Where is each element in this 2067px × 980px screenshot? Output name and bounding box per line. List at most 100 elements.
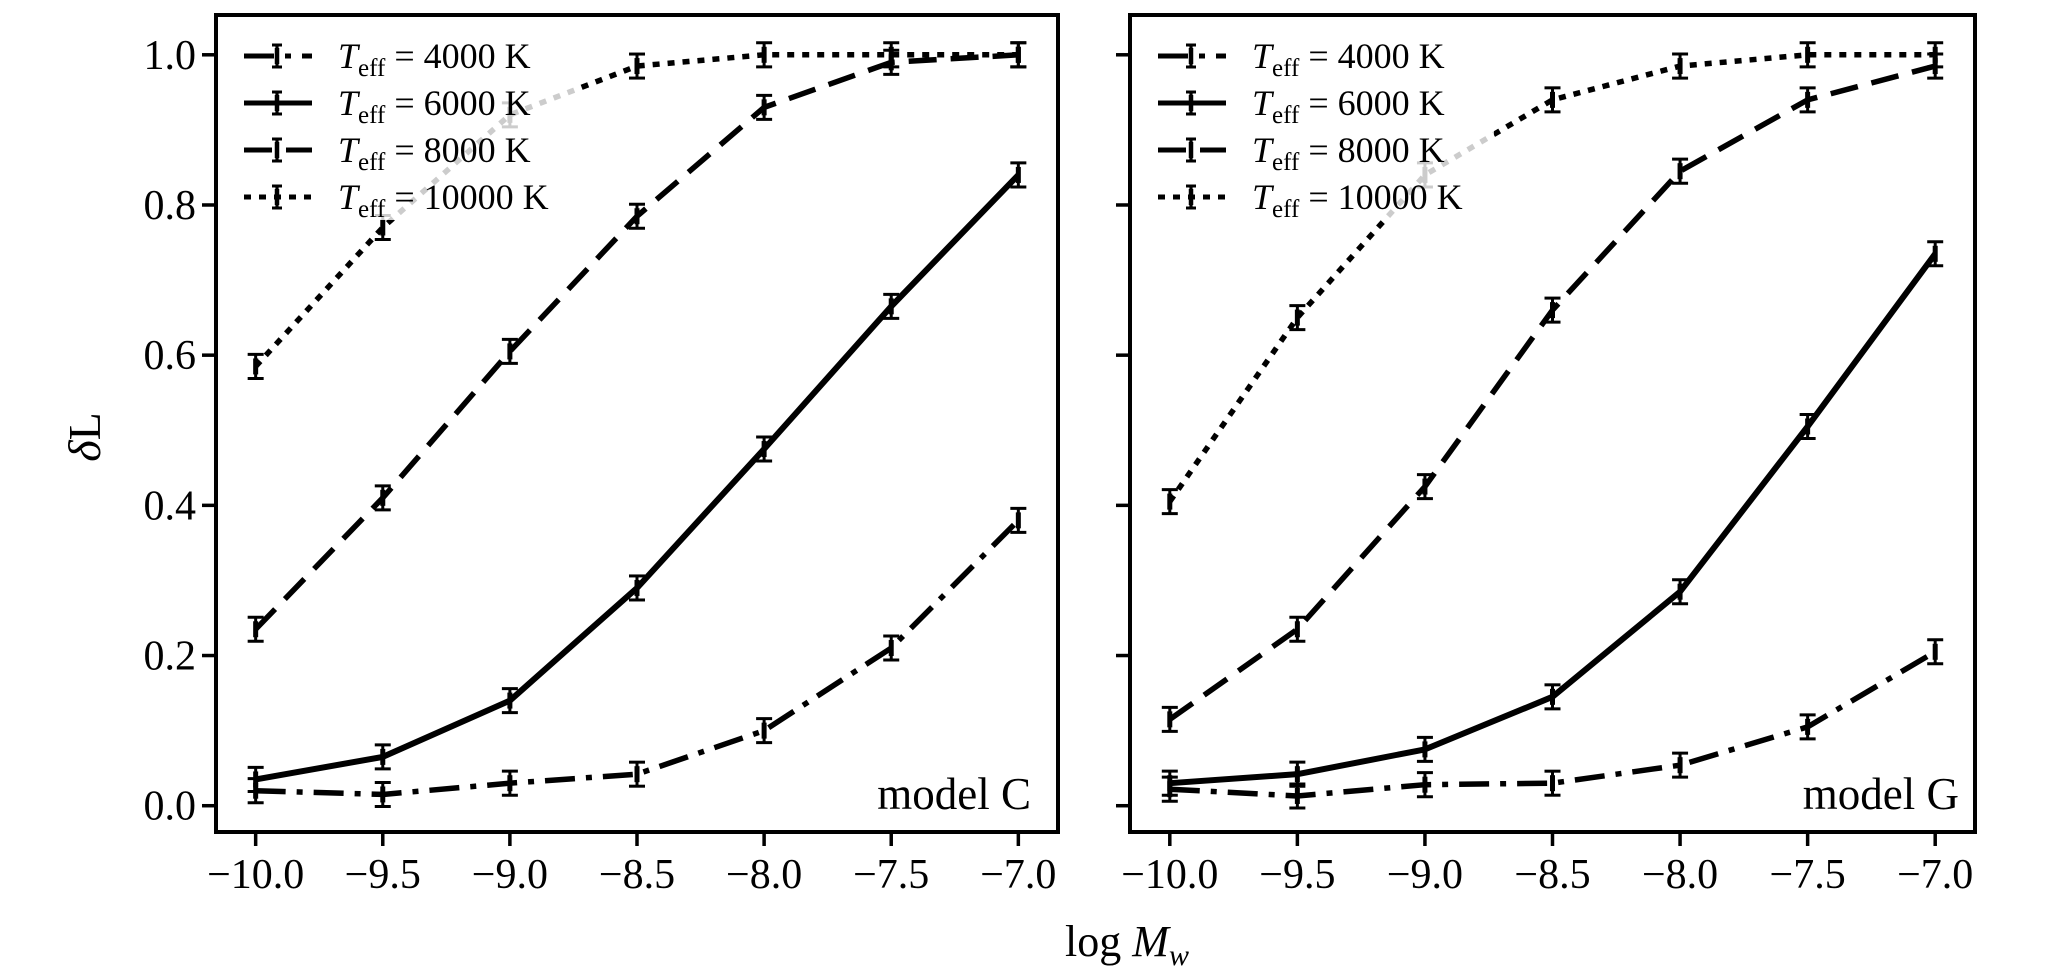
legend-label: Teff = 6000 K <box>338 83 531 129</box>
x-tick-label: −7.5 <box>853 852 929 898</box>
x-tick-label: −8.5 <box>599 852 675 898</box>
series-teff-6000-k-point-marker <box>883 292 900 320</box>
series-teff-6000-k-point-marker <box>1544 683 1561 711</box>
series-teff-4000-k-point-marker <box>501 769 518 797</box>
legend-entry-teff-8000-k: Teff = 8000 K <box>1158 130 1445 176</box>
series-teff-10000-k-point-marker <box>629 52 645 80</box>
series-teff-6000-k-point-marker <box>501 687 518 715</box>
x-tick-label: −9.5 <box>1259 852 1335 898</box>
series-teff-4000-k-point-marker <box>1010 506 1027 534</box>
series-teff-6000-k <box>247 161 1027 793</box>
series-teff-6000-k-point-marker <box>1289 760 1306 788</box>
legend-label: Teff = 10000 K <box>1252 177 1463 223</box>
legend-entry-teff-4000-k: Teff = 4000 K <box>244 36 531 82</box>
series-teff-4000-k-point-marker <box>629 760 645 788</box>
series-teff-10000-k-point-marker <box>1010 41 1027 69</box>
series-teff-8000-k-point-marker <box>756 93 773 121</box>
x-tick-label: −8.0 <box>726 852 802 898</box>
x-tick-label: −10.0 <box>1121 852 1218 898</box>
series-teff-6000-k-point-marker <box>1927 240 1944 268</box>
series-teff-6000-k-point-marker <box>1161 769 1178 797</box>
series-teff-4000-k-point-marker <box>1927 638 1944 666</box>
series-teff-8000-k-point-marker <box>1161 705 1178 733</box>
series-teff-6000-k-point-marker <box>1416 735 1433 763</box>
series-teff-6000-k-point-marker <box>1672 578 1689 606</box>
series-teff-6000-k-line <box>255 172 1021 783</box>
x-tick-label: −8.0 <box>1642 852 1718 898</box>
series-teff-10000-k-point-marker <box>883 41 900 69</box>
series-teff-4000-k-point-marker <box>374 780 391 808</box>
legend-entry-teff-8000-k: Teff = 8000 K <box>244 130 531 176</box>
series-teff-10000-k-point-marker <box>1799 41 1816 69</box>
y-tick-label: 0.2 <box>144 634 197 680</box>
series-teff-4000-k <box>247 506 1027 808</box>
legend-label: Teff = 4000 K <box>1252 36 1445 82</box>
x-tick-label: −9.0 <box>472 852 548 898</box>
series-teff-4000-k-point-marker <box>883 634 900 662</box>
series-teff-8000-k-point-marker <box>247 615 264 643</box>
series-teff-10000-k-point-marker <box>1672 52 1689 80</box>
x-tick-label: −8.5 <box>1514 852 1590 898</box>
y-tick-label: 0.6 <box>144 333 197 379</box>
x-tick-label: −10.0 <box>207 852 304 898</box>
x-axis-label: log Mw <box>1065 917 1189 972</box>
series-teff-8000-k-point-marker <box>374 484 391 512</box>
series-teff-4000-k-point-marker <box>1672 751 1689 779</box>
x-tick-label: −7.0 <box>1897 852 1973 898</box>
legend-entry-teff-10000-k: Teff = 10000 K <box>1158 177 1463 223</box>
panel-label-model-c: model C <box>877 769 1031 819</box>
series-teff-10000-k-point-marker <box>1927 41 1944 69</box>
y-tick-label: 0.0 <box>144 784 197 830</box>
series-teff-10000-k-point-marker <box>756 41 773 69</box>
y-tick-label: 1.0 <box>144 33 197 79</box>
panel-label-model-g: model G <box>1802 769 1959 819</box>
legend-entry-teff-10000-k: Teff = 10000 K <box>244 177 549 223</box>
series-teff-6000-k-point-marker <box>629 574 645 602</box>
legend-entry-teff-6000-k: Teff = 6000 K <box>1158 83 1445 129</box>
x-tick-label: −9.5 <box>345 852 421 898</box>
x-tick-label: −7.5 <box>1770 852 1846 898</box>
series-teff-4000-k-point-marker <box>1544 769 1561 797</box>
y-tick-label: 0.4 <box>144 483 197 529</box>
series-teff-6000-k-point-marker <box>1010 161 1027 189</box>
series-teff-6000-k-point-marker <box>756 435 773 463</box>
series-teff-4000-k-point-marker <box>1799 713 1816 741</box>
x-tick-label: −9.0 <box>1387 852 1463 898</box>
series-teff-8000-k-point-marker <box>1672 157 1689 185</box>
y-axis-label: δL <box>59 412 110 462</box>
series-teff-8000-k-point-marker <box>1544 296 1561 324</box>
series-teff-4000-k-point-marker <box>756 717 773 745</box>
y-tick-label: 0.8 <box>144 183 197 229</box>
legend-entry-teff-4000-k: Teff = 4000 K <box>1158 36 1445 82</box>
series-teff-10000-k-point-marker <box>1544 86 1561 114</box>
series-teff-8000-k <box>1161 52 1944 733</box>
series-teff-10000-k-point-marker <box>1289 304 1306 332</box>
series-teff-10000-k-point-marker <box>247 352 264 380</box>
series-teff-8000-k-point-marker <box>501 337 518 365</box>
series-teff-8000-k-point-marker <box>629 202 645 230</box>
series-teff-10000-k-point-marker <box>1161 488 1178 516</box>
series-teff-6000-k-point-marker <box>247 765 264 793</box>
legend-label: Teff = 8000 K <box>1252 130 1445 176</box>
series-teff-6000-k-point-marker <box>1799 412 1816 441</box>
series-teff-8000-k-point-marker <box>1289 615 1306 643</box>
series-teff-6000-k <box>1161 240 1944 797</box>
series-teff-4000-k <box>1161 638 1944 810</box>
legend-entry-teff-6000-k: Teff = 6000 K <box>244 83 531 129</box>
x-tick-label: −7.0 <box>980 852 1056 898</box>
legend-label: Teff = 8000 K <box>338 130 531 176</box>
series-teff-6000-k-point-marker <box>374 743 391 771</box>
series-teff-4000-k-line <box>255 518 1021 798</box>
series-teff-8000-k-point-marker <box>1799 86 1816 114</box>
legend-label: Teff = 6000 K <box>1252 83 1445 129</box>
series-teff-8000-k-point-marker <box>1416 473 1433 501</box>
legend-label: Teff = 10000 K <box>338 177 549 223</box>
legend-label: Teff = 4000 K <box>338 36 531 82</box>
series-teff-4000-k-point-marker <box>1416 771 1433 799</box>
